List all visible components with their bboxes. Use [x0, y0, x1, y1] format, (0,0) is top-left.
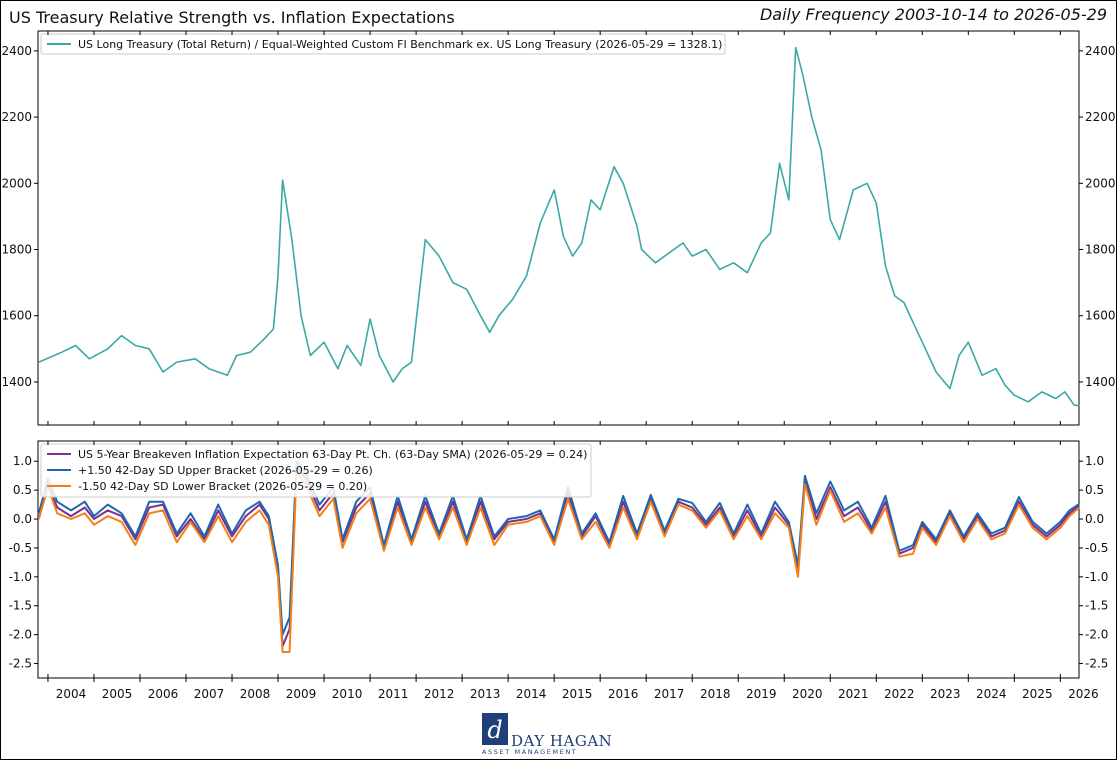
bottom-ytick-label-right: 0.5 [1085, 483, 1104, 497]
top-ytick-label-left: 1400 [1, 375, 32, 389]
x-tick-label: 2018 [700, 687, 731, 701]
bottom-ytick-label-left: -2.0 [9, 628, 32, 642]
bottom-ytick-label-right: 1.0 [1085, 454, 1104, 468]
x-tick-label: 2013 [470, 687, 501, 701]
x-tick-label: 2016 [608, 687, 639, 701]
x-tick-label: 2025 [1022, 687, 1053, 701]
bottom-ytick-label-left: 0.0 [13, 512, 32, 526]
x-tick-label: 2017 [654, 687, 685, 701]
x-tick-label: 2022 [884, 687, 915, 701]
top-panel-y-ticks: 1400 1400 1600 1600 1800 1800 2000 2000 2200 2200… [1, 44, 1115, 389]
x-tick-label: 2026 [1068, 687, 1099, 701]
x-tick-label: 2012 [424, 687, 455, 701]
top-panel-series [38, 46, 1080, 407]
bottom-ytick-label-left: -1.5 [9, 599, 32, 613]
x-tick-label: 2010 [332, 687, 363, 701]
bottom-ytick-label-right: -2.0 [1085, 628, 1108, 642]
x-axis-ticks: 2004 2005 2006 2007 2008 2009 2010 2011 2012 2013… [47, 31, 1099, 701]
x-tick-label: 2021 [838, 687, 869, 701]
dh-monogram-icon [482, 713, 508, 745]
top-series-line-0 [38, 46, 1080, 407]
x-tick-label: 2004 [56, 687, 87, 701]
legend-label-long-treasury: US Long Treasury (Total Return) / Equal-… [78, 38, 722, 51]
x-tick-label: 2007 [194, 687, 225, 701]
top-panel-frame [37, 30, 1080, 426]
top-ytick-label-right: 1600 [1085, 309, 1116, 323]
bottom-series-line-1 [37, 460, 1080, 636]
bottom-series-line-2 [37, 471, 1080, 653]
legend-label-breakeven: US 5-Year Breakeven Inflation Expectatio… [78, 448, 587, 461]
top-ytick-label-right: 1400 [1085, 375, 1116, 389]
top-ytick-label-right: 1800 [1085, 243, 1116, 257]
top-ytick-label-left: 2200 [1, 110, 32, 124]
bottom-panel-y-ticks: 1.0 1.0 0.5 0.5 0.0 0.0 -0.5 -0.5 -1.0 -1.0 -1.5 -1… [9, 454, 1109, 670]
svg-text:d: d [487, 716, 502, 744]
bottom-panel-series [37, 460, 1080, 653]
x-tick-label: 2008 [240, 687, 271, 701]
x-tick-label: 2005 [102, 687, 133, 701]
bottom-ytick-label-left: 1.0 [13, 454, 32, 468]
top-ytick-label-left: 2400 [1, 44, 32, 58]
day-hagan-logo: d DAY HAGAN ASSET MANAGEMENT [482, 713, 612, 756]
bottom-ytick-label-right: 0.0 [1085, 512, 1104, 526]
top-ytick-label-left: 1600 [1, 309, 32, 323]
bottom-ytick-label-right: -0.5 [1085, 541, 1108, 555]
bottom-ytick-label-left: -1.0 [9, 570, 32, 584]
top-ytick-label-left: 1800 [1, 243, 32, 257]
logo-name: DAY HAGAN [511, 732, 612, 750]
legend-label-lower-bracket: -1.50 42-Day SD Lower Bracket (2026-05-2… [78, 480, 367, 493]
bottom-ytick-label-right: -1.0 [1085, 570, 1108, 584]
legend-label-upper-bracket: +1.50 42-Day SD Upper Bracket (2026-05-2… [78, 464, 373, 477]
bottom-series-line-0 [37, 466, 1080, 648]
bottom-panel-legend: US 5-Year Breakeven Inflation Expectatio… [40, 443, 592, 498]
chart-subtitle: Daily Frequency 2003-10-14 to 2026-05-29 [760, 5, 1107, 24]
top-ytick-label-right: 2400 [1085, 44, 1116, 58]
logo-tagline: ASSET MANAGEMENT [482, 748, 577, 756]
bottom-panel-frame [37, 440, 1080, 679]
bottom-ytick-label-right: -2.5 [1085, 657, 1108, 671]
bottom-ytick-label-left: -2.5 [9, 657, 32, 671]
x-tick-label: 2019 [746, 687, 777, 701]
x-tick-label: 2014 [516, 687, 547, 701]
bottom-ytick-label-left: -0.5 [9, 541, 32, 555]
x-tick-label: 2009 [286, 687, 317, 701]
bottom-ytick-label-left: 0.5 [13, 483, 32, 497]
bottom-ytick-label-right: -1.5 [1085, 599, 1108, 613]
x-tick-label: 2020 [792, 687, 823, 701]
x-tick-label: 2006 [148, 687, 179, 701]
top-ytick-label-left: 2000 [1, 176, 32, 190]
x-tick-label: 2024 [976, 687, 1007, 701]
top-ytick-label-right: 2000 [1085, 176, 1116, 190]
x-tick-label: 2011 [378, 687, 409, 701]
x-tick-label: 2015 [562, 687, 593, 701]
x-tick-label: 2023 [930, 687, 961, 701]
chart-title: US Treasury Relative Strength vs. Inflat… [9, 8, 455, 27]
top-panel-legend: US Long Treasury (Total Return) / Equal-… [40, 33, 726, 55]
top-ytick-label-right: 2200 [1085, 110, 1116, 124]
